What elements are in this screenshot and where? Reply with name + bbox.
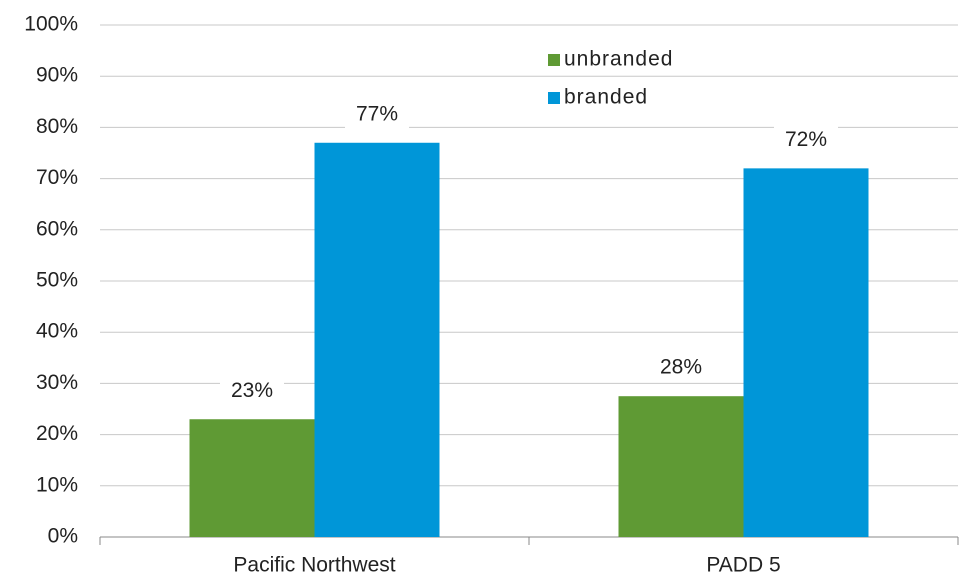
y-tick-label: 50% (36, 269, 78, 292)
y-tick-label: 0% (48, 525, 78, 548)
legend-label: branded (564, 86, 648, 109)
legend-swatch (548, 92, 560, 104)
y-tick-label: 100% (24, 13, 78, 36)
label-bg (345, 100, 409, 129)
y-tick-label: 40% (36, 320, 78, 343)
y-tick-label: 70% (36, 166, 78, 189)
y-tick-label: 80% (36, 115, 78, 138)
label-bg (220, 377, 284, 406)
x-tick-label: Pacific Northwest (233, 554, 395, 577)
data-label: 23% (231, 379, 273, 402)
label-bg (649, 354, 713, 383)
y-tick-label: 10% (36, 473, 78, 496)
y-tick-label: 60% (36, 217, 78, 240)
bar (189, 419, 315, 537)
legend-label: unbranded (564, 48, 673, 71)
y-tick-label: 30% (36, 371, 78, 394)
bar (743, 168, 869, 538)
data-label: 72% (785, 128, 827, 151)
data-label: 77% (356, 102, 398, 125)
data-label: 28% (660, 356, 702, 379)
legend-swatch (548, 54, 560, 66)
y-tick-label: 90% (36, 64, 78, 87)
bar (618, 396, 744, 537)
label-bg (774, 126, 838, 155)
y-tick-label: 20% (36, 422, 78, 445)
bar (314, 142, 440, 537)
x-tick-label: PADD 5 (706, 554, 780, 577)
